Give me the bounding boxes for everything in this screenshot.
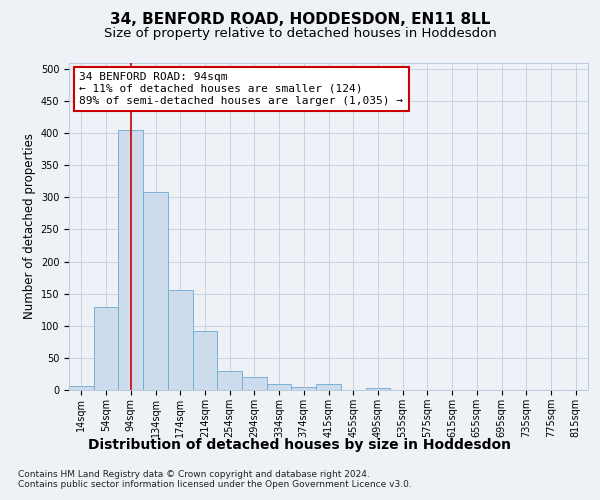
Bar — [217, 370, 242, 390]
Text: 34, BENFORD ROAD, HODDESDON, EN11 8LL: 34, BENFORD ROAD, HODDESDON, EN11 8LL — [110, 12, 490, 28]
Bar — [242, 377, 267, 390]
Bar — [118, 130, 143, 390]
Bar — [94, 306, 118, 390]
Bar — [168, 290, 193, 390]
Text: Size of property relative to detached houses in Hoddesdon: Size of property relative to detached ho… — [104, 26, 496, 40]
Text: 34 BENFORD ROAD: 94sqm
← 11% of detached houses are smaller (124)
89% of semi-de: 34 BENFORD ROAD: 94sqm ← 11% of detached… — [79, 72, 403, 106]
Text: Distribution of detached houses by size in Hoddesdon: Distribution of detached houses by size … — [89, 438, 511, 452]
Bar — [365, 388, 390, 390]
Bar — [143, 192, 168, 390]
Bar — [267, 384, 292, 390]
Y-axis label: Number of detached properties: Number of detached properties — [23, 133, 37, 320]
Text: Contains HM Land Registry data © Crown copyright and database right 2024.
Contai: Contains HM Land Registry data © Crown c… — [18, 470, 412, 490]
Bar — [69, 386, 94, 390]
Bar — [316, 384, 341, 390]
Bar — [193, 331, 217, 390]
Bar — [292, 387, 316, 390]
